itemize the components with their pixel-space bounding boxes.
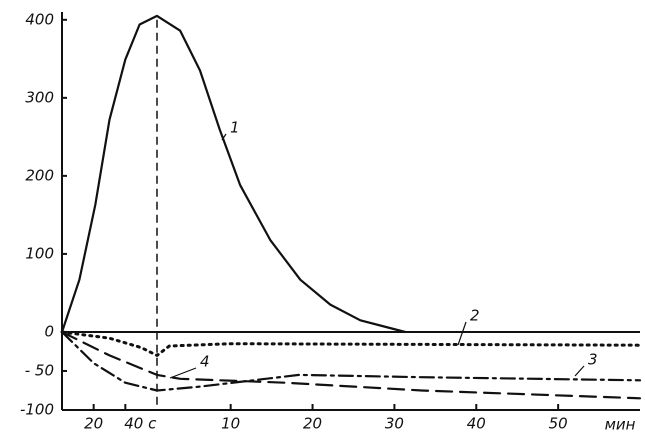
y-tick-label: - 50 <box>25 361 54 379</box>
x-tick-label: 40 <box>467 415 486 433</box>
x-tick-label: 40 c <box>124 415 157 433</box>
label-leader <box>169 367 197 379</box>
x-tick-label: 10 <box>221 415 240 433</box>
y-tick-label: 100 <box>25 244 54 262</box>
y-tick-label: 200 <box>25 166 54 184</box>
y-tick-label: -100 <box>20 401 54 419</box>
series-line <box>60 330 642 357</box>
series-label: 1 <box>230 119 240 137</box>
label-leader <box>574 365 585 377</box>
label-leader <box>457 321 467 346</box>
series-line <box>60 330 642 400</box>
x-tick-label: 20 <box>84 415 103 433</box>
x-tick-label: 50 <box>549 415 568 433</box>
series-label: 2 <box>470 307 480 325</box>
y-tick-label: 300 <box>25 88 54 106</box>
series-label: 3 <box>588 351 598 369</box>
label-leader <box>221 133 227 141</box>
series-label: 4 <box>200 353 210 371</box>
y-tick-label: 400 <box>25 10 54 28</box>
series-line <box>60 14 407 334</box>
x-tick-label: 30 <box>385 415 404 433</box>
series-line <box>60 330 642 392</box>
x-axis-label: мин <box>605 416 636 434</box>
x-tick-label: 20 <box>303 415 322 433</box>
y-tick-label: 0 <box>44 322 54 340</box>
